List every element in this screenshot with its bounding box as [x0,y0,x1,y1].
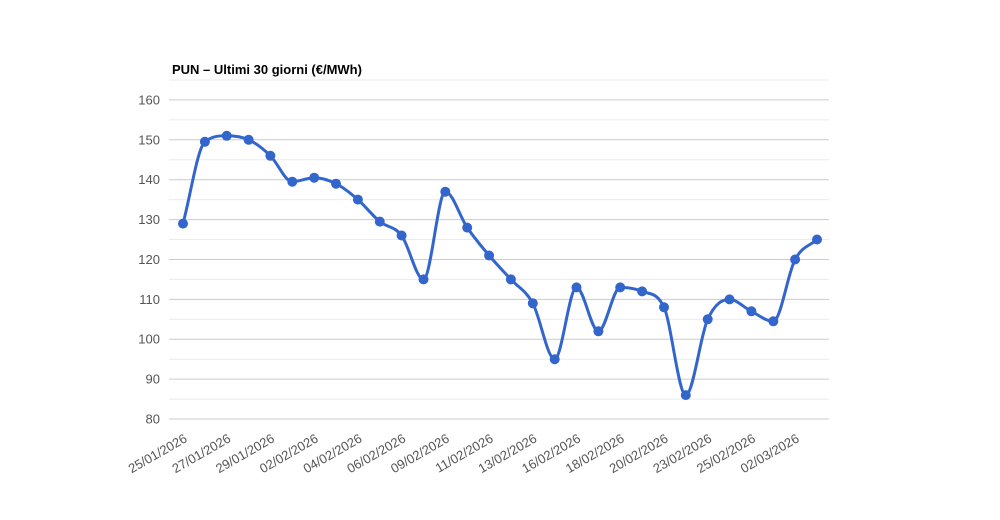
y-axis-tick-label: 110 [139,292,160,307]
y-axis-tick-label: 140 [138,172,160,187]
chart-title: PUN – Ultimi 30 giorni (€/MWh) [172,62,362,77]
data-point[interactable] [243,134,254,145]
data-point[interactable] [637,286,648,297]
y-axis-tick-label: 160 [138,92,160,107]
data-point[interactable] [199,136,210,147]
data-point[interactable] [178,218,188,229]
data-point[interactable] [396,230,407,241]
y-axis-tick-label: 90 [146,372,160,387]
data-point[interactable] [265,150,276,161]
data-point[interactable] [331,178,341,189]
gridlines-minor [169,79,829,400]
data-point[interactable] [615,282,626,293]
data-point[interactable] [462,222,473,233]
data-point[interactable] [440,186,451,197]
data-point[interactable] [549,354,560,365]
data-point[interactable] [571,282,582,293]
data-point[interactable] [746,306,757,317]
data-point[interactable] [790,254,801,265]
data-point[interactable] [659,302,669,313]
x-axis-labels: 25/01/202627/01/202629/01/202602/02/2026… [126,431,802,477]
y-axis-labels: 80 90 100 110 120 130 140 150 160 [138,92,160,426]
data-point[interactable] [702,314,713,325]
gridlines-major [169,99,829,420]
data-points [178,130,822,401]
data-point[interactable] [768,316,779,327]
y-axis-tick-label: 80 [146,412,160,427]
data-point[interactable] [418,274,429,285]
data-point[interactable] [374,216,385,227]
data-point[interactable] [505,274,516,285]
data-point[interactable] [724,294,735,305]
y-axis-tick-label: 150 [138,132,160,147]
data-point[interactable] [287,176,298,187]
data-point[interactable] [309,172,320,183]
y-axis-tick-label: 120 [138,252,160,267]
data-point[interactable] [484,250,495,261]
data-point[interactable] [352,194,363,205]
data-point[interactable] [593,326,604,337]
data-line [181,134,819,397]
y-axis-tick-label: 100 [138,332,160,347]
data-point[interactable] [221,130,232,141]
data-point[interactable] [527,298,538,309]
y-axis-tick-label: 130 [138,212,160,227]
data-point[interactable] [812,234,822,245]
data-point[interactable] [680,390,691,401]
